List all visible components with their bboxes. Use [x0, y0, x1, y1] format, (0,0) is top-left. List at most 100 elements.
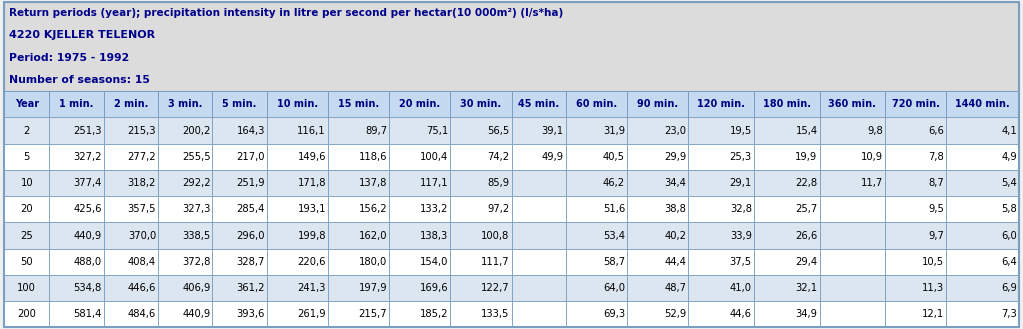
- Text: 9,8: 9,8: [868, 126, 883, 136]
- Bar: [103, 249, 159, 275]
- Bar: [267, 144, 328, 170]
- Bar: [389, 170, 450, 196]
- Text: 11,3: 11,3: [923, 283, 944, 293]
- Text: 251,3: 251,3: [74, 126, 101, 136]
- Text: 408,4: 408,4: [128, 257, 157, 267]
- Text: 7,3: 7,3: [1002, 309, 1017, 319]
- Bar: [885, 301, 946, 327]
- Text: 6,0: 6,0: [1002, 231, 1017, 240]
- Bar: [328, 117, 389, 144]
- Text: 285,4: 285,4: [236, 204, 265, 214]
- Bar: [4, 301, 49, 327]
- Bar: [103, 196, 159, 222]
- Bar: [450, 91, 512, 117]
- Text: 58,7: 58,7: [603, 257, 625, 267]
- Bar: [885, 275, 946, 301]
- Bar: [450, 249, 512, 275]
- Bar: [4, 2, 1019, 91]
- Bar: [512, 196, 566, 222]
- Text: 38,8: 38,8: [664, 204, 686, 214]
- Bar: [328, 301, 389, 327]
- Bar: [946, 196, 1019, 222]
- Text: 292,2: 292,2: [182, 178, 211, 188]
- Text: 5,8: 5,8: [1002, 204, 1017, 214]
- Bar: [49, 301, 103, 327]
- Bar: [450, 301, 512, 327]
- Bar: [754, 117, 819, 144]
- Text: 200,2: 200,2: [182, 126, 211, 136]
- Bar: [566, 222, 627, 249]
- Bar: [885, 249, 946, 275]
- Text: 20: 20: [20, 204, 33, 214]
- Text: 10,5: 10,5: [923, 257, 944, 267]
- Bar: [389, 275, 450, 301]
- Bar: [754, 144, 819, 170]
- Text: 4,9: 4,9: [1002, 152, 1017, 162]
- Bar: [49, 222, 103, 249]
- Text: 117,1: 117,1: [419, 178, 448, 188]
- Bar: [213, 222, 267, 249]
- Bar: [512, 117, 566, 144]
- Bar: [213, 117, 267, 144]
- Bar: [328, 275, 389, 301]
- Text: 85,9: 85,9: [487, 178, 509, 188]
- Text: 185,2: 185,2: [419, 309, 448, 319]
- Bar: [267, 222, 328, 249]
- Bar: [49, 275, 103, 301]
- Bar: [627, 222, 688, 249]
- Bar: [450, 222, 512, 249]
- Bar: [688, 301, 754, 327]
- Bar: [159, 91, 213, 117]
- Bar: [819, 275, 885, 301]
- Bar: [159, 144, 213, 170]
- Text: 169,6: 169,6: [419, 283, 448, 293]
- Bar: [885, 117, 946, 144]
- Bar: [946, 144, 1019, 170]
- Bar: [328, 91, 389, 117]
- Bar: [688, 275, 754, 301]
- Text: 26,6: 26,6: [795, 231, 817, 240]
- Text: 277,2: 277,2: [128, 152, 157, 162]
- Bar: [49, 144, 103, 170]
- Bar: [627, 117, 688, 144]
- Bar: [512, 249, 566, 275]
- Bar: [819, 249, 885, 275]
- Text: 377,4: 377,4: [74, 178, 101, 188]
- Text: 4220 KJELLER TELENOR: 4220 KJELLER TELENOR: [9, 30, 155, 40]
- Bar: [328, 196, 389, 222]
- Bar: [627, 249, 688, 275]
- Text: Year: Year: [14, 99, 39, 109]
- Text: 251,9: 251,9: [236, 178, 265, 188]
- Text: 100,8: 100,8: [481, 231, 509, 240]
- Text: 261,9: 261,9: [298, 309, 326, 319]
- Bar: [389, 222, 450, 249]
- Text: 193,1: 193,1: [298, 204, 326, 214]
- Text: 9,7: 9,7: [929, 231, 944, 240]
- Bar: [688, 91, 754, 117]
- Text: 372,8: 372,8: [182, 257, 211, 267]
- Text: 162,0: 162,0: [359, 231, 387, 240]
- Text: 32,1: 32,1: [796, 283, 817, 293]
- Text: 45 min.: 45 min.: [518, 99, 560, 109]
- Bar: [688, 222, 754, 249]
- Bar: [754, 275, 819, 301]
- Bar: [159, 249, 213, 275]
- Bar: [754, 170, 819, 196]
- Bar: [946, 275, 1019, 301]
- Text: 138,3: 138,3: [420, 231, 448, 240]
- Text: 370,0: 370,0: [128, 231, 157, 240]
- Bar: [389, 91, 450, 117]
- Bar: [389, 249, 450, 275]
- Bar: [389, 117, 450, 144]
- Text: 1 min.: 1 min.: [59, 99, 94, 109]
- Bar: [819, 170, 885, 196]
- Text: 154,0: 154,0: [419, 257, 448, 267]
- Bar: [627, 301, 688, 327]
- Bar: [688, 170, 754, 196]
- Text: 29,1: 29,1: [729, 178, 752, 188]
- Bar: [885, 170, 946, 196]
- Bar: [512, 222, 566, 249]
- Text: 361,2: 361,2: [236, 283, 265, 293]
- Text: 327,3: 327,3: [182, 204, 211, 214]
- Bar: [688, 249, 754, 275]
